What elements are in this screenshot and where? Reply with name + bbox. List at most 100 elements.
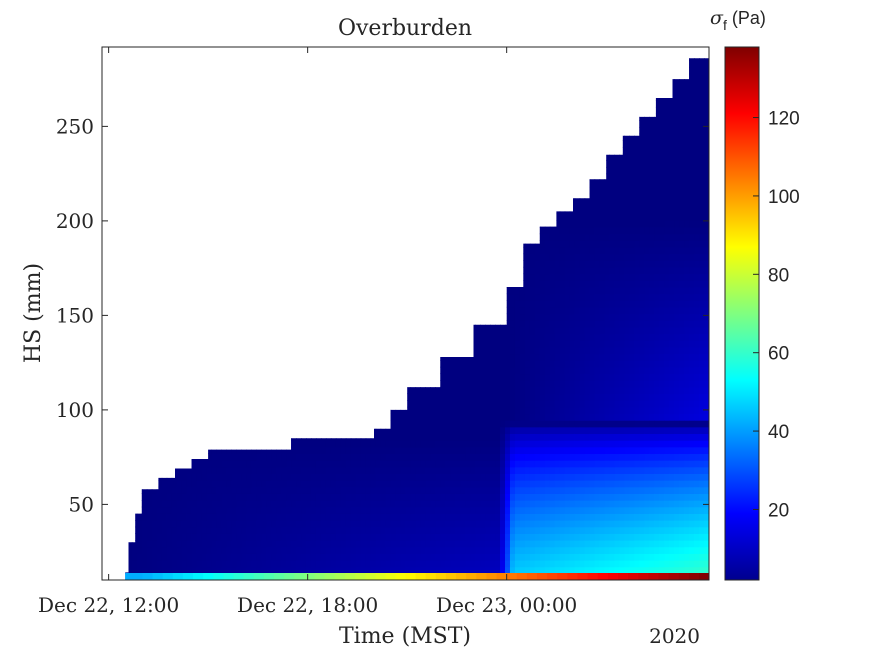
heatmap-cell [171,433,178,441]
heatmap-cell [216,540,223,548]
heatmap-cell [355,426,362,435]
heatmap-cell [201,293,208,301]
heatmap-cell [206,446,213,455]
heatmap-cell [355,533,362,541]
heatmap-cell [102,254,108,261]
heatmap-cell [325,493,332,501]
heatmap-cell [305,273,312,281]
heatmap-cell [375,140,382,148]
heatmap-cell [156,173,163,181]
heatmap-cell [112,513,118,520]
heatmap-cell [102,407,108,414]
heatmap-cell [360,86,367,95]
heatmap-cell [310,286,317,295]
heatmap-cell [325,346,332,355]
heatmap-cell [305,200,312,208]
heatmap-cell [136,120,143,128]
heatmap-cell [176,486,183,494]
heatmap-cell [156,293,163,301]
heatmap-cell [136,100,143,108]
heatmap-cell [107,240,113,247]
heatmap-cell [231,433,237,441]
heatmap-cell [320,493,327,501]
heatmap-cell [211,393,218,401]
heatmap-cell [236,406,242,415]
heatmap-cell [186,380,193,388]
heatmap-cell [390,240,397,248]
heatmap-cell [141,280,148,288]
heatmap-cell [320,406,327,415]
heatmap-cell [325,333,332,341]
heatmap-cell [166,326,173,335]
heatmap-cell [310,453,317,461]
heatmap-cell [291,53,297,61]
heatmap-cell [131,433,138,441]
heatmap-cell [310,506,317,514]
heatmap-cell [335,560,342,568]
heatmap-cell [201,106,208,115]
heatmap-cell [176,413,183,421]
heatmap-cell [380,253,387,261]
heatmap-cell [216,273,223,281]
heatmap-cell [241,200,247,208]
heatmap-cell [365,426,372,435]
heatmap-cell [117,453,123,460]
heatmap-cell [181,513,188,521]
heatmap-cell [186,66,193,75]
heatmap-cell [161,400,168,408]
heatmap-cell [216,513,223,521]
heatmap-cell [221,360,227,368]
heatmap-cell [112,187,118,194]
heatmap-cell [125,393,128,401]
heatmap-cell [112,307,118,314]
heatmap-cell [241,226,247,235]
heatmap-cell [315,50,322,55]
heatmap-cell [355,280,362,288]
heatmap-cell [141,480,148,488]
heatmap-cell [216,306,223,315]
heatmap-cell [325,140,332,148]
heatmap-cell [360,233,367,241]
heatmap-cell [161,553,168,561]
heatmap-cell [291,480,297,488]
heatmap-cell [236,566,242,574]
heatmap-cell [136,266,143,275]
heatmap-cell [221,460,227,468]
heatmap-cell [370,293,377,301]
heatmap-cell [310,460,317,468]
heatmap-cell [320,133,327,141]
heatmap-cell [296,253,302,261]
heatmap-cell [296,193,302,201]
heatmap-cell [350,206,357,215]
heatmap-cell [390,53,397,61]
heatmap-cell [370,320,377,328]
heatmap-cell [107,187,113,194]
heatmap-cell [335,326,342,335]
heatmap-cell [345,500,352,508]
heatmap-cell [151,560,158,568]
heatmap-cell [241,400,247,408]
heatmap-cell [410,366,417,375]
heatmap-cell [151,320,158,328]
heatmap-cell [206,473,213,481]
heatmap-cell [231,266,237,275]
heatmap-cell [315,313,322,321]
heatmap-cell [375,326,382,335]
heatmap-cell [246,146,252,155]
heatmap-cell [385,546,392,554]
heatmap-cell [350,566,357,574]
heatmap-cell [226,393,232,401]
heatmap-cell [206,546,213,554]
heatmap-cell [191,426,198,435]
heatmap-cell [375,80,382,88]
heatmap-cell [385,120,392,128]
heatmap-cell [166,66,173,75]
heatmap-cell [320,393,327,401]
heatmap-cell [117,54,123,61]
heatmap-cell [271,400,277,408]
heatmap-cell [186,426,193,435]
heatmap-cell [216,206,223,215]
heatmap-cell [186,526,193,534]
heatmap-cell [141,260,148,268]
heatmap-cell [151,306,158,315]
